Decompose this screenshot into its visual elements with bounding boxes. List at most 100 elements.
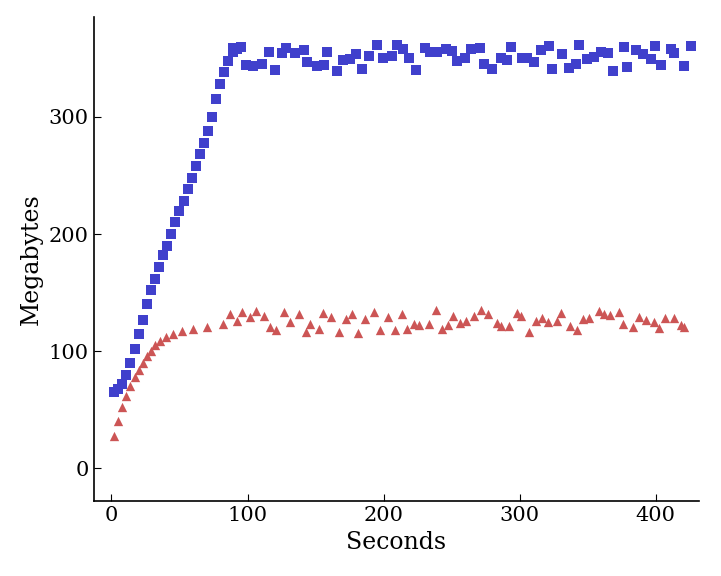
- Point: [536, 313, 547, 323]
- Point: [495, 321, 507, 330]
- Point: [217, 320, 229, 329]
- Point: [495, 53, 507, 62]
- Point: [678, 323, 689, 332]
- Point: [482, 310, 494, 319]
- Point: [137, 315, 149, 324]
- Point: [465, 44, 477, 53]
- Point: [149, 274, 161, 283]
- Point: [141, 300, 153, 309]
- Point: [649, 41, 660, 51]
- Point: [373, 325, 385, 335]
- Point: [125, 358, 136, 367]
- Point: [455, 319, 466, 328]
- Point: [300, 328, 311, 337]
- Point: [137, 358, 149, 367]
- Point: [259, 311, 270, 320]
- Point: [129, 372, 141, 381]
- Point: [571, 326, 583, 335]
- Point: [227, 48, 239, 57]
- Point: [583, 313, 595, 323]
- Point: [653, 324, 665, 333]
- Point: [166, 229, 177, 238]
- Point: [223, 56, 234, 65]
- Point: [194, 150, 205, 159]
- Point: [460, 53, 472, 62]
- Point: [145, 347, 156, 356]
- Point: [149, 340, 161, 350]
- Point: [293, 309, 305, 319]
- Point: [491, 319, 503, 328]
- Point: [556, 49, 567, 58]
- Point: [201, 322, 213, 331]
- Point: [618, 43, 629, 52]
- Point: [250, 306, 262, 316]
- Point: [521, 54, 533, 63]
- Point: [668, 48, 680, 58]
- Point: [668, 313, 680, 323]
- Point: [665, 45, 677, 54]
- Point: [325, 313, 337, 322]
- Point: [304, 319, 316, 328]
- Point: [430, 306, 442, 315]
- Point: [318, 61, 329, 70]
- Point: [353, 328, 364, 338]
- Point: [598, 310, 610, 319]
- Point: [377, 53, 389, 62]
- Point: [187, 324, 199, 334]
- Point: [174, 206, 185, 215]
- Point: [160, 332, 172, 342]
- Point: [577, 314, 588, 324]
- Point: [317, 309, 329, 318]
- Point: [551, 317, 562, 326]
- Point: [401, 325, 412, 334]
- Point: [675, 320, 686, 329]
- Point: [573, 40, 585, 50]
- Point: [436, 324, 448, 334]
- Point: [301, 58, 313, 67]
- Point: [276, 49, 288, 58]
- Point: [206, 112, 218, 122]
- Point: [511, 308, 523, 317]
- Point: [215, 79, 226, 89]
- Point: [162, 241, 173, 251]
- Point: [112, 384, 124, 393]
- Point: [108, 388, 120, 397]
- Point: [618, 320, 629, 329]
- Point: [108, 431, 120, 440]
- Point: [157, 251, 169, 260]
- Point: [536, 46, 547, 55]
- Point: [570, 59, 581, 69]
- Point: [446, 47, 458, 56]
- Point: [284, 317, 296, 326]
- Point: [278, 308, 289, 317]
- Point: [447, 311, 459, 320]
- Point: [648, 317, 660, 326]
- Point: [678, 61, 690, 70]
- Point: [133, 329, 144, 338]
- Point: [270, 66, 281, 75]
- Point: [190, 161, 202, 170]
- Point: [637, 50, 648, 59]
- Point: [602, 48, 614, 58]
- Point: [263, 48, 275, 57]
- Point: [386, 52, 397, 61]
- Point: [475, 305, 487, 314]
- Point: [542, 317, 554, 327]
- Point: [231, 316, 243, 325]
- Point: [340, 314, 352, 324]
- Point: [218, 68, 230, 77]
- Point: [425, 48, 436, 57]
- Point: [120, 391, 132, 400]
- Point: [441, 44, 452, 54]
- Point: [582, 54, 593, 63]
- Point: [468, 311, 479, 320]
- Point: [516, 312, 527, 321]
- Point: [461, 316, 472, 325]
- Point: [322, 47, 333, 56]
- Point: [227, 43, 239, 52]
- Point: [588, 52, 600, 62]
- Point: [408, 320, 420, 329]
- Point: [145, 286, 156, 295]
- Point: [543, 41, 554, 50]
- Point: [555, 309, 567, 318]
